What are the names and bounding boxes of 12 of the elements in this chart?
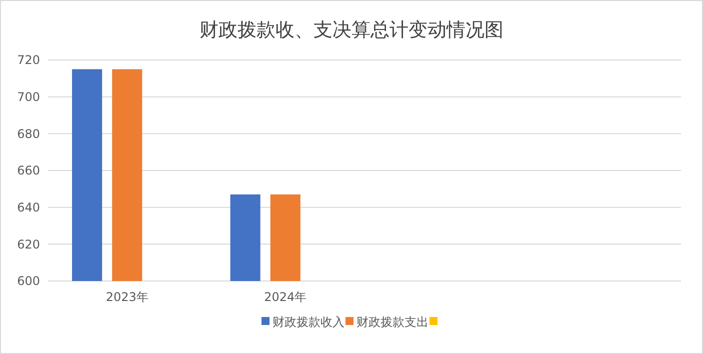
y-tick-label: 600 [17, 274, 40, 288]
legend-label: 财政拨款支出 [356, 315, 428, 329]
y-tick-label: 680 [17, 126, 40, 141]
y-tick-label: 700 [17, 90, 40, 104]
y-tick-label: 720 [17, 53, 40, 68]
chart-title: 财政拨款收、支决算总计变动情况图 [200, 19, 504, 41]
y-tick-label: 640 [17, 200, 40, 215]
x-tick-label: 2023年 [106, 290, 148, 304]
x-tick-label: 2024年 [264, 290, 307, 304]
legend-label: 财政拨款收入 [272, 315, 344, 329]
y-tick-label: 620 [17, 237, 40, 252]
y-tick-label: 660 [17, 164, 40, 178]
